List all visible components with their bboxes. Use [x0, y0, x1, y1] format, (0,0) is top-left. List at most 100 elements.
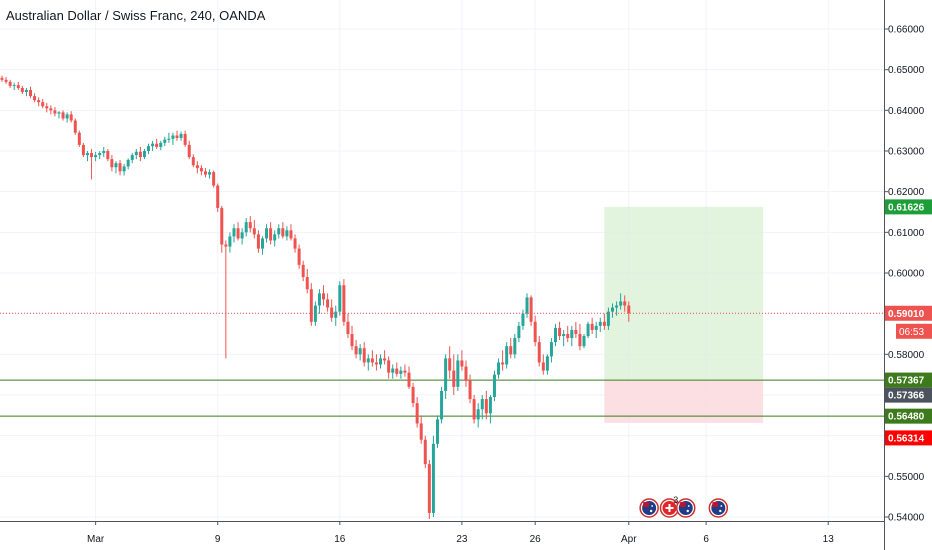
candle-body [248, 222, 252, 229]
price-tag-label: 0.57367 [888, 376, 925, 387]
flag-au-icon[interactable] [639, 498, 659, 518]
candle [8, 79, 12, 88]
candle [476, 403, 480, 428]
candle [558, 321, 562, 341]
candle-body [492, 374, 496, 398]
candle [45, 103, 49, 113]
candle-body [269, 228, 273, 241]
flag-au-icon[interactable]: 3 [673, 495, 696, 518]
candle-body [187, 144, 191, 158]
candle [85, 151, 89, 162]
price-tag-bg [885, 199, 932, 215]
candle [33, 93, 37, 103]
candle [501, 350, 505, 371]
candle [431, 435, 435, 517]
y-tick-label: 0.66000 [888, 25, 925, 36]
price-tag-bg [885, 408, 932, 424]
price-tag-target[interactable]: 0.61626 [885, 199, 932, 215]
candle-body [460, 360, 464, 367]
candle-body [191, 157, 195, 166]
price-tag-stop[interactable]: 0.56314 [885, 430, 932, 446]
candle-body [106, 151, 110, 160]
candle [252, 220, 256, 239]
star [720, 505, 723, 507]
x-tick-label: 9 [215, 534, 221, 545]
candle-body [8, 81, 12, 86]
candle [49, 105, 53, 115]
candle-body [155, 143, 159, 147]
candle-body [476, 409, 480, 420]
candle [110, 155, 114, 172]
candle [391, 364, 395, 379]
candle-body [16, 85, 20, 88]
candle-body [330, 307, 334, 318]
candle [122, 164, 126, 176]
candle [334, 305, 338, 326]
candle [460, 350, 464, 371]
candle [623, 295, 627, 312]
candle [370, 350, 374, 367]
candle-body [537, 342, 541, 363]
candle-body [415, 403, 419, 424]
candle-body [77, 132, 81, 145]
candle-body [305, 277, 309, 290]
candle-body [175, 135, 179, 138]
star [649, 509, 653, 513]
price-tag-bg [885, 387, 932, 403]
candle [147, 143, 151, 155]
candle-body [501, 362, 505, 365]
price-tag-label: 0.56314 [888, 433, 925, 444]
candle-body [399, 370, 403, 374]
union-jack [643, 502, 650, 507]
candle [338, 281, 342, 316]
candle [517, 321, 521, 343]
candle [90, 148, 94, 180]
candle [159, 140, 163, 151]
candle-body [456, 360, 460, 387]
price-tag-entry[interactable]: 0.57366 [885, 387, 932, 403]
candle [594, 321, 598, 339]
price-tag-label: 0.57366 [888, 391, 925, 402]
candle-body [293, 238, 297, 249]
candle [81, 142, 85, 158]
flag-au-icon[interactable] [708, 498, 729, 518]
candle [179, 131, 183, 141]
price-tag-bg [885, 372, 932, 388]
candle [297, 244, 301, 269]
candle-body [403, 370, 407, 373]
price-tag-level[interactable]: 0.57367 [885, 372, 932, 388]
x-tick-label: 6 [703, 534, 709, 545]
candle [138, 146, 142, 162]
profit-zone[interactable] [604, 206, 764, 381]
candle-body [366, 358, 370, 363]
candle-body [224, 244, 228, 247]
candle-body [627, 305, 631, 314]
y-tick-label: 0.63000 [888, 147, 925, 158]
candle [191, 154, 195, 168]
candle-body [362, 348, 366, 363]
candle-body [611, 307, 614, 312]
candle-body [199, 168, 203, 172]
price-tag-last[interactable]: 0.59010 [885, 305, 932, 321]
y-tick-label: 0.60000 [888, 269, 925, 280]
price-tag-label: 0.59010 [888, 309, 925, 320]
flag-ch-icon[interactable] [659, 498, 680, 518]
candle-body [590, 323, 594, 330]
candle [126, 158, 130, 170]
candle [582, 334, 586, 349]
candle [41, 98, 45, 109]
candle [24, 87, 28, 97]
candle-body [301, 264, 305, 278]
candle [65, 112, 69, 123]
candle [208, 169, 212, 179]
candle [358, 344, 362, 361]
x-tick-label: 23 [456, 534, 468, 545]
candle-body [20, 87, 24, 93]
candle [574, 321, 578, 339]
candle [435, 415, 439, 448]
candle [407, 366, 411, 389]
candle [142, 148, 146, 160]
price-tag-level[interactable]: 0.56480 [885, 408, 932, 424]
